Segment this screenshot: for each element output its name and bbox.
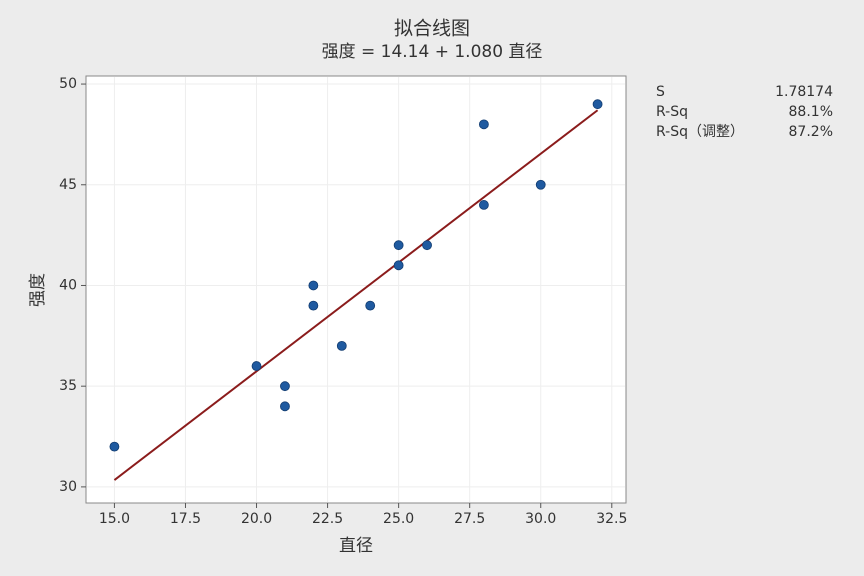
point [308,300,319,311]
x-tick-label: 32.5 [596,511,627,527]
point [308,280,319,291]
x-tick-label: 22.5 [312,511,343,527]
stat-value: 87.2% [789,124,833,140]
point [393,260,404,271]
stat-label: S [656,84,665,100]
point [478,200,489,210]
point [422,240,432,251]
y-tick-label: 45 [59,177,77,193]
point [251,361,262,371]
y-tick-label: 40 [59,277,77,293]
x-tick-label: 20.0 [241,511,272,527]
x-tick-label: 25.0 [383,511,414,527]
x-tick-label: 17.5 [170,511,201,527]
point [365,300,376,311]
y-tick-label: 50 [59,76,77,92]
point [478,119,489,130]
point [393,240,404,251]
x-tick-label: 30.0 [525,511,556,527]
x-tick-label: 15.0 [99,511,130,527]
stat-value: 1.78174 [775,84,833,100]
y-tick-label: 35 [59,378,77,394]
stat-label: R-Sq（调整） [656,124,744,140]
point [280,401,290,412]
x-axis-label: 直径 [339,536,373,556]
stat-label: R-Sq [656,104,688,120]
point [336,340,347,351]
point [109,441,120,452]
point [280,381,290,392]
fit-line [113,109,599,481]
y-tick-label: 30 [59,479,77,495]
stat-value: 88.1% [789,104,833,120]
point [592,99,603,110]
chart-title: 拟合线图 [394,18,470,40]
chart-subtitle: 强度 = 14.14 + 1.080 直径 [322,42,543,62]
point [535,179,546,190]
x-tick-label: 27.5 [454,511,485,527]
y-axis-label: 强度 [28,273,48,307]
